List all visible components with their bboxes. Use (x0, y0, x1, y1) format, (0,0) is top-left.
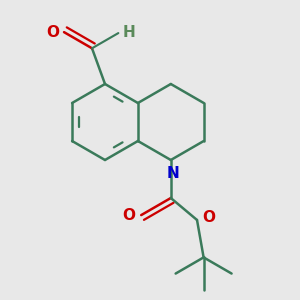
Text: O: O (122, 208, 135, 223)
Text: O: O (202, 211, 215, 226)
Text: O: O (46, 25, 59, 40)
Text: N: N (167, 166, 179, 181)
Text: H: H (122, 25, 135, 40)
